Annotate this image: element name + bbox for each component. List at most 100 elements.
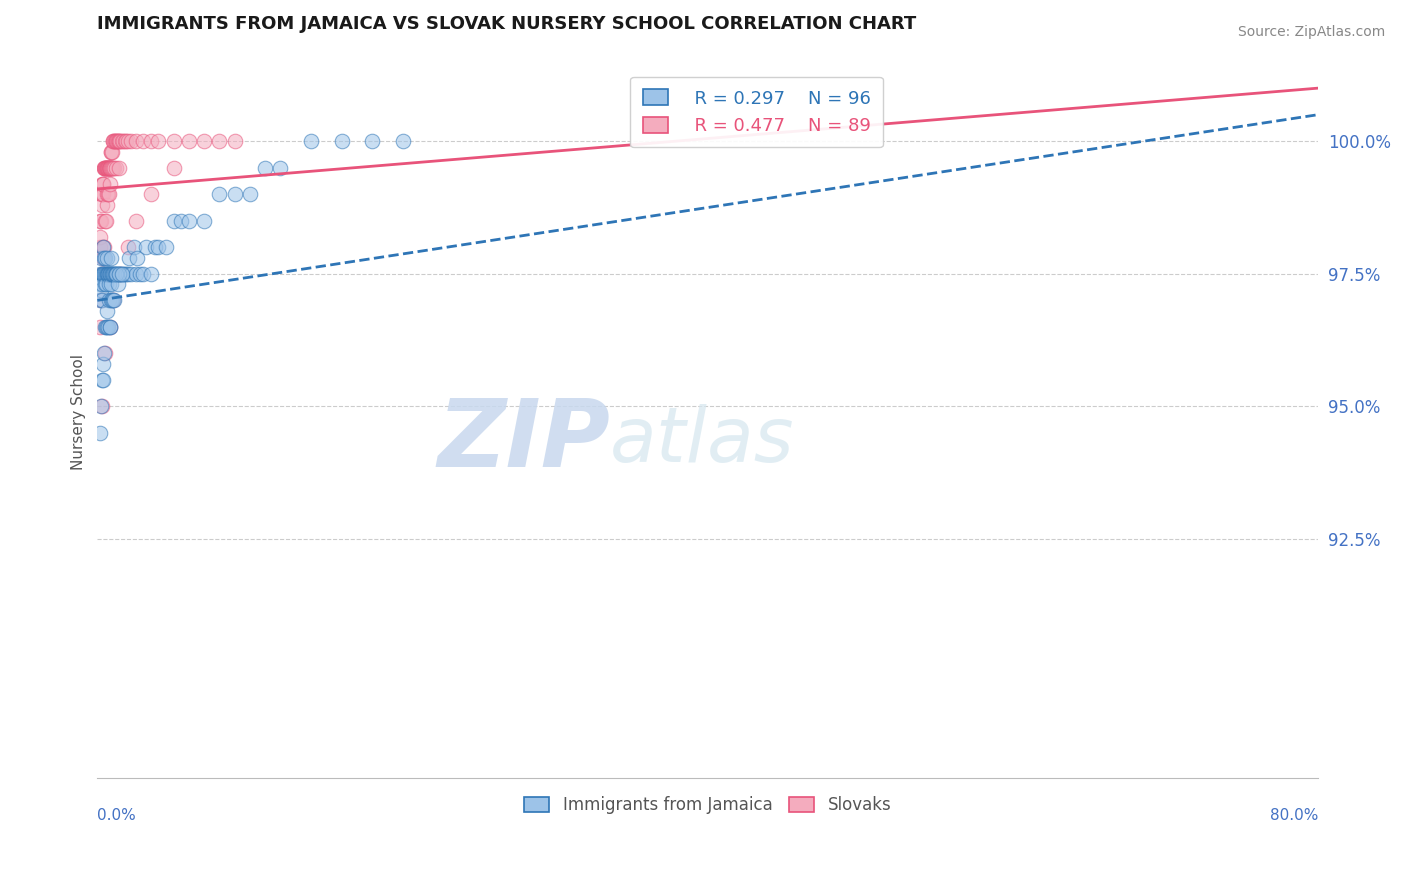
Point: [129, 267, 152, 281]
Point: [105, 267, 128, 281]
Point: [100, 161, 122, 175]
Point: [94, 267, 117, 281]
Point: [139, 134, 162, 148]
Point: [101, 293, 124, 308]
Point: [122, 240, 145, 254]
Point: [224, 187, 246, 202]
Point: [143, 240, 166, 254]
Point: [91, 277, 114, 292]
Point: [104, 267, 127, 281]
Point: [93, 251, 115, 265]
Point: [163, 161, 186, 175]
Point: [239, 187, 262, 202]
Point: [124, 267, 146, 281]
Point: [93, 267, 115, 281]
Point: [97, 293, 120, 308]
Point: [101, 293, 124, 308]
Point: [117, 267, 139, 281]
Point: [96, 187, 118, 202]
Point: [93, 240, 115, 254]
Point: [90, 198, 112, 212]
Point: [90, 293, 112, 308]
Point: [101, 161, 124, 175]
Point: [104, 267, 127, 281]
Point: [97, 319, 120, 334]
Point: [96, 304, 118, 318]
Point: [120, 267, 142, 281]
Point: [101, 161, 124, 175]
Point: [132, 134, 155, 148]
Point: [139, 187, 162, 202]
Point: [98, 161, 121, 175]
Point: [107, 267, 129, 281]
Point: [163, 214, 186, 228]
Point: [104, 267, 127, 281]
Point: [98, 177, 121, 191]
Point: [91, 177, 114, 191]
Point: [103, 161, 125, 175]
Point: [94, 251, 117, 265]
Point: [89, 214, 111, 228]
Point: [96, 161, 118, 175]
Point: [93, 161, 115, 175]
Point: [98, 267, 121, 281]
Point: [330, 134, 353, 148]
Point: [90, 373, 112, 387]
Point: [97, 267, 120, 281]
Point: [97, 267, 120, 281]
Point: [101, 267, 124, 281]
Point: [96, 161, 118, 175]
Point: [108, 134, 131, 148]
Point: [96, 161, 118, 175]
Point: [90, 187, 112, 202]
Point: [101, 293, 124, 308]
Point: [96, 161, 118, 175]
Point: [93, 240, 115, 254]
Point: [124, 214, 146, 228]
Text: Source: ZipAtlas.com: Source: ZipAtlas.com: [1237, 25, 1385, 39]
Point: [148, 240, 170, 254]
Point: [193, 214, 215, 228]
Point: [391, 134, 413, 148]
Point: [224, 134, 246, 148]
Point: [93, 161, 115, 175]
Point: [125, 251, 148, 265]
Point: [124, 134, 146, 148]
Text: 80.0%: 80.0%: [1270, 808, 1319, 823]
Point: [107, 161, 129, 175]
Point: [104, 134, 127, 148]
Point: [89, 425, 111, 440]
Point: [90, 267, 112, 281]
Point: [208, 187, 231, 202]
Point: [94, 319, 117, 334]
Point: [96, 277, 118, 292]
Point: [155, 240, 177, 254]
Point: [98, 267, 121, 281]
Point: [89, 229, 111, 244]
Text: 0.0%: 0.0%: [97, 808, 136, 823]
Point: [89, 277, 111, 292]
Point: [97, 187, 120, 202]
Point: [101, 267, 124, 281]
Point: [94, 267, 117, 281]
Point: [91, 357, 114, 371]
Point: [94, 346, 117, 360]
Point: [96, 267, 118, 281]
Point: [101, 161, 124, 175]
Point: [163, 134, 186, 148]
Y-axis label: Nursery School: Nursery School: [72, 354, 86, 470]
Point: [90, 214, 112, 228]
Point: [89, 293, 111, 308]
Point: [98, 161, 121, 175]
Point: [90, 293, 112, 308]
Point: [104, 134, 127, 148]
Point: [94, 319, 117, 334]
Point: [361, 134, 384, 148]
Point: [97, 267, 120, 281]
Point: [111, 134, 134, 148]
Point: [104, 161, 127, 175]
Point: [135, 240, 157, 254]
Point: [96, 251, 118, 265]
Point: [139, 267, 162, 281]
Point: [96, 319, 118, 334]
